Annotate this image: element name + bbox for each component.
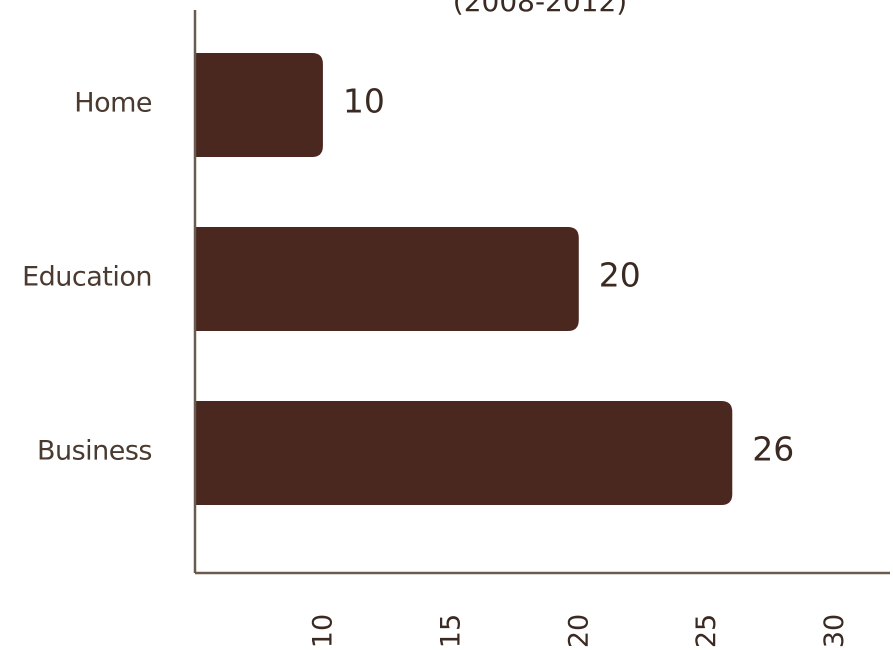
bar-education <box>195 227 579 331</box>
chart-title: (2008-2012) <box>453 0 627 18</box>
value-label-education: 20 <box>599 256 641 295</box>
x-tick-label-30: 30 <box>819 614 850 648</box>
x-tick-label-15: 15 <box>435 614 466 648</box>
category-label-business: Business <box>37 436 152 467</box>
x-tick-label-10: 10 <box>307 614 338 648</box>
x-axis-ticks: 10 15 20 25 30 <box>307 614 850 648</box>
x-tick-label-25: 25 <box>691 614 722 648</box>
category-label-home: Home <box>74 88 152 119</box>
category-label-education: Education <box>22 262 152 293</box>
value-label-business: 26 <box>752 430 794 469</box>
bar-home <box>195 53 323 157</box>
x-tick-label-20: 20 <box>563 614 594 648</box>
bars-group <box>195 53 733 505</box>
bar-business <box>195 401 733 505</box>
labels-group: Home 10 Education 20 Business 26 <box>22 82 794 469</box>
value-label-home: 10 <box>343 82 385 121</box>
